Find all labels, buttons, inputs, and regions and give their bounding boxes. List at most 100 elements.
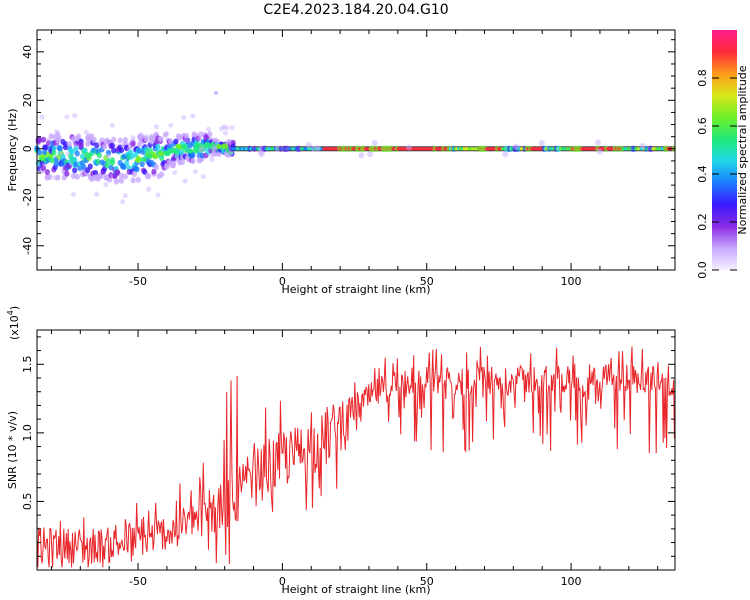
heatmap-cell	[181, 115, 187, 121]
heatmap-cell	[546, 145, 552, 152]
heatmap-cell	[623, 147, 627, 151]
heatmap-cell	[494, 145, 500, 152]
heatmap-cell	[130, 135, 136, 141]
heatmap-cell	[530, 147, 534, 151]
heatmap-cell	[118, 147, 125, 154]
heatmap-cell	[134, 157, 142, 163]
heatmap-cell	[111, 147, 117, 154]
heatmap-cell	[653, 147, 657, 151]
heatmap-cell	[204, 142, 211, 148]
snr-xlabel: Height of straight line (km)	[281, 583, 430, 596]
heatmap-cell	[256, 147, 260, 151]
heatmap-cell	[500, 147, 504, 151]
heatmap-cell	[394, 145, 399, 152]
heatmap-cell	[518, 147, 522, 151]
heatmap-cell	[426, 147, 430, 151]
heatmap-cell	[94, 142, 100, 149]
heatmap-cell	[164, 163, 170, 170]
heatmap-cell	[70, 192, 76, 198]
heatmap-cell	[78, 141, 84, 148]
heatmap-cell	[625, 147, 629, 151]
heatmap-cell	[122, 193, 128, 199]
heatmap-cell	[51, 149, 57, 156]
heatmap-cell	[371, 139, 378, 146]
heatmap-cell	[490, 147, 494, 151]
heatmap-cell	[457, 147, 461, 151]
heatmap-cell	[130, 140, 136, 147]
heatmap-cell	[415, 147, 419, 151]
heatmap-cell	[101, 143, 108, 150]
snr-ytick-label: 0.5	[21, 493, 34, 511]
heatmap-cell	[459, 147, 463, 151]
heatmap-cell	[318, 147, 322, 151]
heatmap-cell	[524, 145, 529, 152]
heatmap-cell	[239, 147, 243, 151]
heatmap-cell	[118, 172, 125, 179]
heatmap-cell	[200, 174, 206, 180]
heatmap-cell	[235, 147, 239, 151]
heatmap-cell	[221, 124, 227, 130]
heatmap-cell	[596, 148, 603, 155]
heatmap-cell	[163, 131, 169, 138]
heatmap-cell	[325, 147, 329, 151]
heatmap-cell	[429, 147, 433, 151]
heatmap-cell	[154, 124, 160, 130]
heatmap-cell	[492, 147, 496, 151]
heatmap-cell	[664, 145, 670, 152]
heatmap-cell	[365, 147, 369, 151]
heatmap-cell	[244, 147, 248, 151]
heatmap-cell	[105, 153, 111, 159]
heatmap-cell	[461, 147, 465, 151]
heatmap-cell	[389, 145, 394, 152]
heatmap-cell	[175, 143, 182, 149]
heatmap-cell	[146, 186, 152, 192]
heatmap-cell	[278, 145, 283, 152]
heatmap-cell	[272, 147, 276, 151]
heatmap-cell	[249, 147, 253, 151]
heatmap-cell	[356, 145, 361, 152]
heatmap-cell	[443, 147, 447, 151]
heatmap-cell	[163, 150, 171, 157]
spectrogram-ytick-label: -40	[21, 237, 34, 255]
heatmap-cell	[121, 153, 127, 160]
heatmap-cell	[367, 151, 374, 158]
heatmap-cell	[70, 173, 76, 180]
heatmap-cell	[569, 145, 574, 152]
heatmap-cell	[609, 147, 613, 151]
heatmap-cell	[48, 133, 54, 140]
heatmap-cell	[563, 147, 567, 151]
heatmap-cell	[566, 147, 570, 151]
heatmap-cell	[172, 170, 178, 176]
heatmap-cell	[549, 147, 553, 151]
heatmap-cell	[130, 177, 136, 184]
heatmap-cell	[438, 147, 442, 151]
heatmap-cell	[327, 147, 331, 151]
heatmap-cell	[655, 147, 659, 151]
heatmap-cell	[81, 164, 87, 171]
heatmap-cell	[651, 147, 655, 151]
heatmap-cell	[616, 145, 621, 152]
snr-ylabel: SNR (10 * v/v)	[6, 411, 19, 489]
snr-xtick-label: 100	[561, 575, 582, 588]
heatmap-cell	[157, 151, 165, 157]
heatmap-cell	[428, 147, 432, 151]
heatmap-cell	[153, 164, 160, 171]
heatmap-cell	[229, 125, 235, 131]
heatmap-cell	[209, 157, 215, 163]
spectrogram-marks	[34, 91, 677, 205]
heatmap-cell	[109, 142, 115, 149]
heatmap-cell	[513, 143, 520, 150]
heatmap-cell	[337, 145, 342, 152]
heatmap-cell	[419, 147, 423, 151]
heatmap-cell	[639, 142, 646, 149]
heatmap-cell	[538, 140, 545, 147]
heatmap-cell	[113, 178, 119, 185]
heatmap-cell	[391, 147, 395, 151]
heatmap-cell	[559, 147, 563, 151]
heatmap-cell	[342, 145, 347, 152]
heatmap-cell	[488, 147, 492, 151]
heatmap-cell	[190, 113, 196, 119]
heatmap-cell	[247, 145, 252, 152]
heatmap-cell	[634, 147, 638, 151]
